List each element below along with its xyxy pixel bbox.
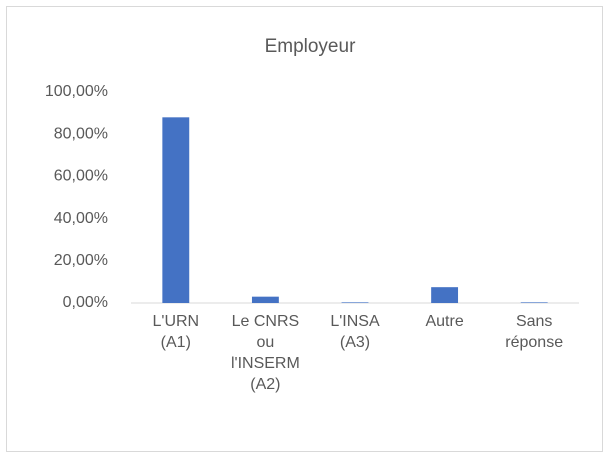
bar [162,117,190,303]
bar [341,302,369,303]
y-tick-label: 60,00% [54,168,108,185]
x-tick-label: Sans réponse [505,313,564,351]
x-tick-label: L'URN (A1) [152,313,200,351]
y-tick-label: 80,00% [54,125,108,142]
bar [251,296,279,303]
y-tick-label: 40,00% [54,210,108,227]
bar [520,302,548,303]
x-tick-label: L'INSA (A3) [330,313,380,351]
x-tick-label: Le CNRS ou l'INSERM (A2) [230,313,300,393]
x-tick-label: Autre [425,313,464,330]
bar [431,287,459,303]
y-tick-label: 20,00% [54,252,108,269]
y-tick-label: 100,00% [45,83,108,100]
y-tick-label: 0,00% [63,294,108,311]
chart-title: Employeur [265,36,356,57]
chart-border [6,6,603,452]
